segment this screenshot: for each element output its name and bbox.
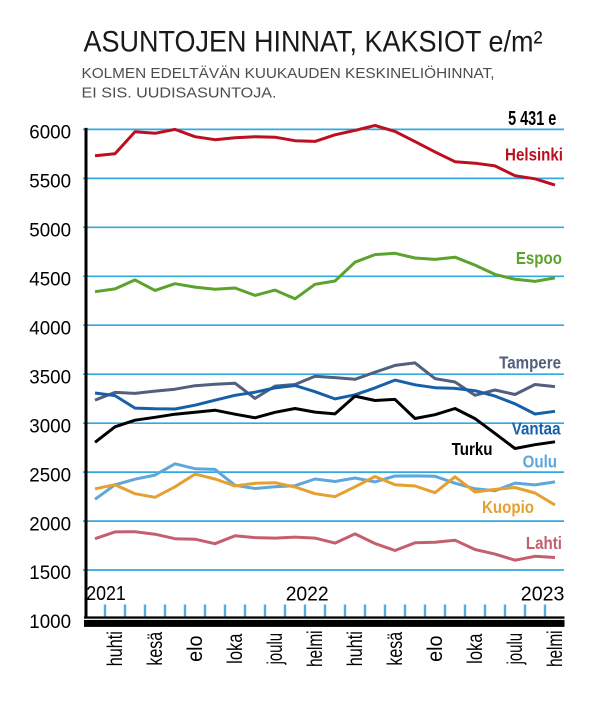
svg-text:elo: elo bbox=[423, 636, 447, 662]
svg-text:loka: loka bbox=[223, 633, 247, 663]
svg-text:Helsinki: Helsinki bbox=[505, 144, 563, 165]
svg-text:joulu: joulu bbox=[263, 633, 287, 665]
svg-text:huhti: huhti bbox=[343, 631, 367, 666]
svg-text:Vantaa: Vantaa bbox=[512, 418, 561, 439]
svg-text:helmi: helmi bbox=[543, 630, 567, 666]
svg-text:Turku: Turku bbox=[452, 439, 493, 460]
svg-text:3500: 3500 bbox=[29, 366, 71, 388]
svg-text:4000: 4000 bbox=[29, 317, 71, 339]
svg-text:5500: 5500 bbox=[29, 171, 71, 193]
svg-text:Tampere: Tampere bbox=[499, 352, 561, 373]
svg-text:2021: 2021 bbox=[86, 583, 126, 605]
svg-text:5 431 e: 5 431 e bbox=[508, 108, 556, 130]
svg-text:huhti: huhti bbox=[103, 631, 127, 666]
svg-text:Lahti: Lahti bbox=[526, 533, 562, 554]
svg-text:2022: 2022 bbox=[286, 584, 329, 606]
svg-text:loka: loka bbox=[463, 633, 487, 663]
svg-text:kesä: kesä bbox=[383, 632, 407, 666]
svg-text:Espoo: Espoo bbox=[516, 248, 562, 269]
svg-text:elo: elo bbox=[183, 636, 207, 662]
svg-text:joulu: joulu bbox=[503, 633, 527, 665]
svg-text:2023: 2023 bbox=[521, 584, 565, 606]
svg-text:kesä: kesä bbox=[143, 632, 167, 666]
svg-text:4500: 4500 bbox=[29, 269, 71, 291]
svg-text:Oulu: Oulu bbox=[523, 451, 557, 472]
svg-text:3000: 3000 bbox=[29, 415, 71, 437]
svg-text:2000: 2000 bbox=[29, 513, 71, 535]
svg-text:Kuopio: Kuopio bbox=[482, 497, 534, 518]
svg-text:KOLMEN EDELTÄVÄN KUUKAUDEN KES: KOLMEN EDELTÄVÄN KUUKAUDEN KESKINELIÖHIN… bbox=[82, 64, 495, 82]
svg-text:ASUNTOJEN HINNAT, KAKSIOT e/m²: ASUNTOJEN HINNAT, KAKSIOT e/m² bbox=[84, 26, 543, 59]
svg-text:1500: 1500 bbox=[29, 562, 71, 584]
svg-text:5000: 5000 bbox=[29, 220, 71, 242]
svg-text:6000: 6000 bbox=[29, 122, 71, 144]
svg-text:helmi: helmi bbox=[303, 630, 327, 666]
svg-text:1000: 1000 bbox=[29, 611, 71, 633]
svg-text:2500: 2500 bbox=[29, 464, 71, 486]
svg-text:EI SIS. UUDISASUNTOJA.: EI SIS. UUDISASUNTOJA. bbox=[82, 86, 277, 102]
